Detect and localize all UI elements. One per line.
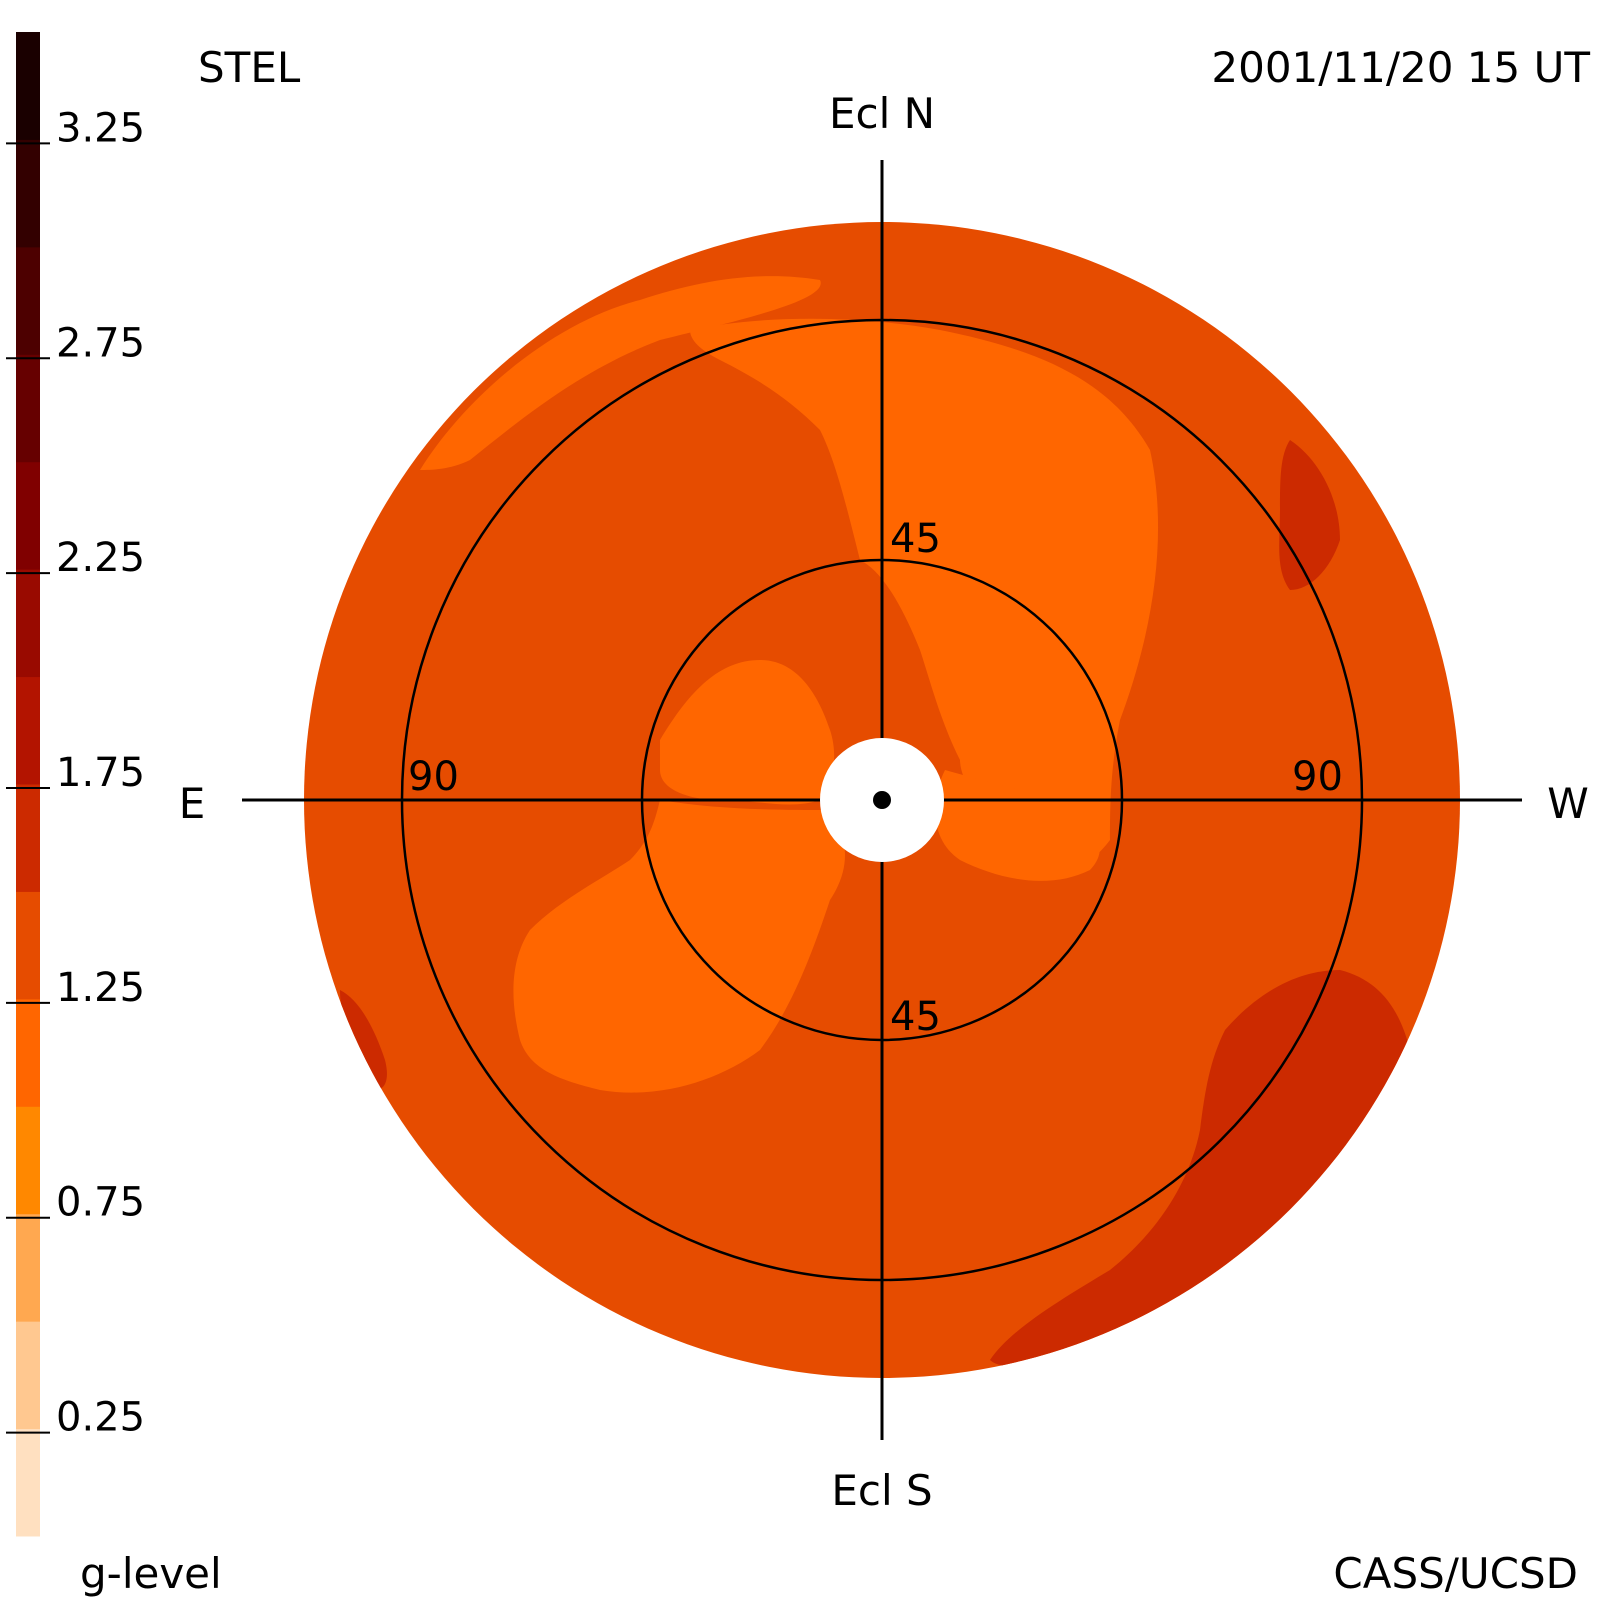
direction-east-label: E bbox=[179, 779, 206, 828]
ring-label-45-bottom: 45 bbox=[890, 994, 941, 1040]
timestamp-label: 2001/11/20 15 UT bbox=[1211, 43, 1590, 92]
colorbar-segment bbox=[16, 32, 40, 140]
colorbar-segment bbox=[16, 1213, 40, 1322]
colorbar-segment bbox=[16, 891, 40, 1000]
lobe-upper-left-rim bbox=[420, 276, 821, 470]
credit-label: CASS/UCSD bbox=[1333, 1549, 1578, 1598]
colorbar-tick-label: 0.75 bbox=[56, 1180, 145, 1226]
colorbar-tick-label: 1.25 bbox=[56, 965, 145, 1011]
colorbar-segment bbox=[16, 1106, 40, 1215]
colorbar-label: g-level bbox=[80, 1549, 222, 1598]
colorbar-segment bbox=[16, 354, 40, 463]
ring-label-90-left: 90 bbox=[408, 754, 459, 800]
direction-north-label: Ecl N bbox=[829, 89, 935, 138]
colorbar-tick-label: 2.25 bbox=[56, 535, 145, 581]
lobe-inner-right bbox=[935, 770, 1100, 881]
colorbar-segment bbox=[16, 1321, 40, 1430]
ring-label-90-right: 90 bbox=[1292, 754, 1343, 800]
sun-center-dot bbox=[873, 791, 891, 809]
colorbar-segment bbox=[16, 1428, 40, 1537]
colorbar-segment bbox=[16, 569, 40, 678]
colorbar-tick-label: 1.75 bbox=[56, 750, 145, 796]
colorbar-segment bbox=[16, 676, 40, 785]
colorbar-tick-label: 0.25 bbox=[56, 1395, 145, 1441]
colorbar-segment bbox=[16, 784, 40, 892]
colorbar-segment bbox=[16, 139, 40, 248]
colorbar-tick-label: 3.25 bbox=[56, 105, 145, 151]
patch-lower-right-dark bbox=[990, 970, 1410, 1368]
lobe-lower-left bbox=[513, 800, 845, 1093]
direction-west-label: W bbox=[1547, 779, 1589, 828]
lobe-upper-center bbox=[690, 318, 1159, 867]
colorbar-segment bbox=[16, 998, 40, 1107]
lobe-inner-left bbox=[660, 660, 835, 805]
colorbar-segment bbox=[16, 461, 40, 570]
colorbar-segment bbox=[16, 246, 40, 355]
instrument-label: STEL bbox=[198, 43, 301, 92]
colorbar-tick-label: 2.75 bbox=[56, 320, 145, 366]
colorbar: 3.25 2.75 2.25 1.75 1.25 0.75 0.25 bbox=[6, 32, 145, 1537]
ring-label-45-top: 45 bbox=[890, 516, 941, 562]
direction-south-label: Ecl S bbox=[831, 1466, 932, 1515]
patch-lower-left-dark bbox=[340, 990, 387, 1090]
